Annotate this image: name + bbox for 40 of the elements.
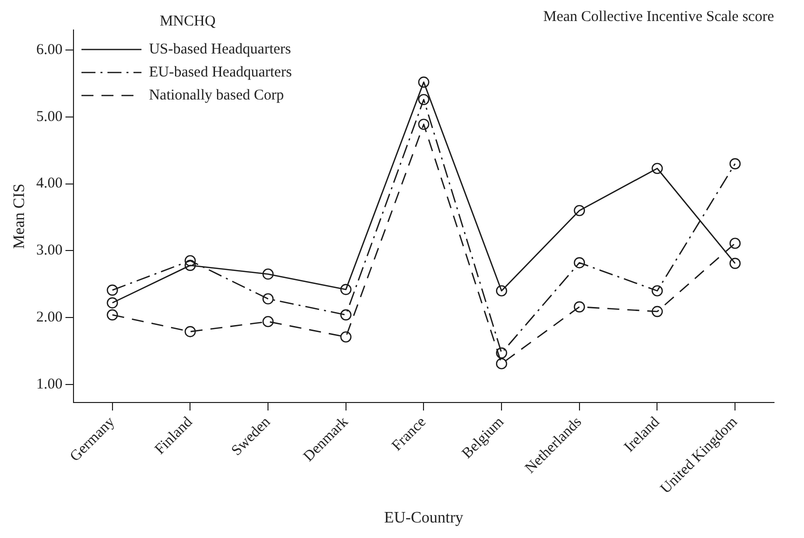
- y-axis-title: Mean CIS: [10, 184, 28, 249]
- point: [184, 260, 196, 271]
- point: [106, 284, 118, 296]
- point: [574, 204, 586, 216]
- legend-label: Nationally based Corp: [148, 87, 284, 104]
- point: [262, 316, 274, 328]
- point: [106, 297, 118, 308]
- x-axis-title: EU-Country: [384, 510, 464, 527]
- point: [340, 284, 352, 296]
- point: [652, 162, 663, 174]
- legend-label: EU-based Headquarters: [148, 64, 292, 80]
- point: [496, 285, 508, 296]
- point: [340, 331, 352, 343]
- chart-title: Mean Collective Incentive Scale score: [543, 8, 774, 25]
- point: [652, 285, 663, 296]
- legend-label: US-based Headquarters: [148, 41, 292, 58]
- point: [418, 118, 430, 130]
- point: [729, 258, 741, 269]
- point: [729, 238, 741, 249]
- point: [418, 94, 430, 106]
- y-tick-label: 5.00: [36, 108, 62, 125]
- point: [106, 309, 118, 320]
- point: [652, 306, 663, 318]
- legend-title: MNCHQ: [160, 13, 216, 30]
- y-tick-label: 2.00: [36, 309, 62, 326]
- y-tick-label: 3.00: [36, 242, 62, 259]
- point: [184, 255, 196, 266]
- point: [574, 257, 586, 268]
- point: [262, 293, 274, 304]
- point: [184, 326, 196, 338]
- y-tick-label: 6.00: [36, 42, 62, 58]
- point: [418, 76, 430, 88]
- point: [574, 301, 586, 312]
- point: [496, 347, 508, 359]
- point: [340, 309, 352, 320]
- y-tick-label: 4.00: [36, 176, 62, 192]
- point: [729, 158, 741, 170]
- y-tick-label: 1.00: [36, 376, 62, 392]
- point: [262, 268, 274, 280]
- point: [496, 358, 508, 370]
